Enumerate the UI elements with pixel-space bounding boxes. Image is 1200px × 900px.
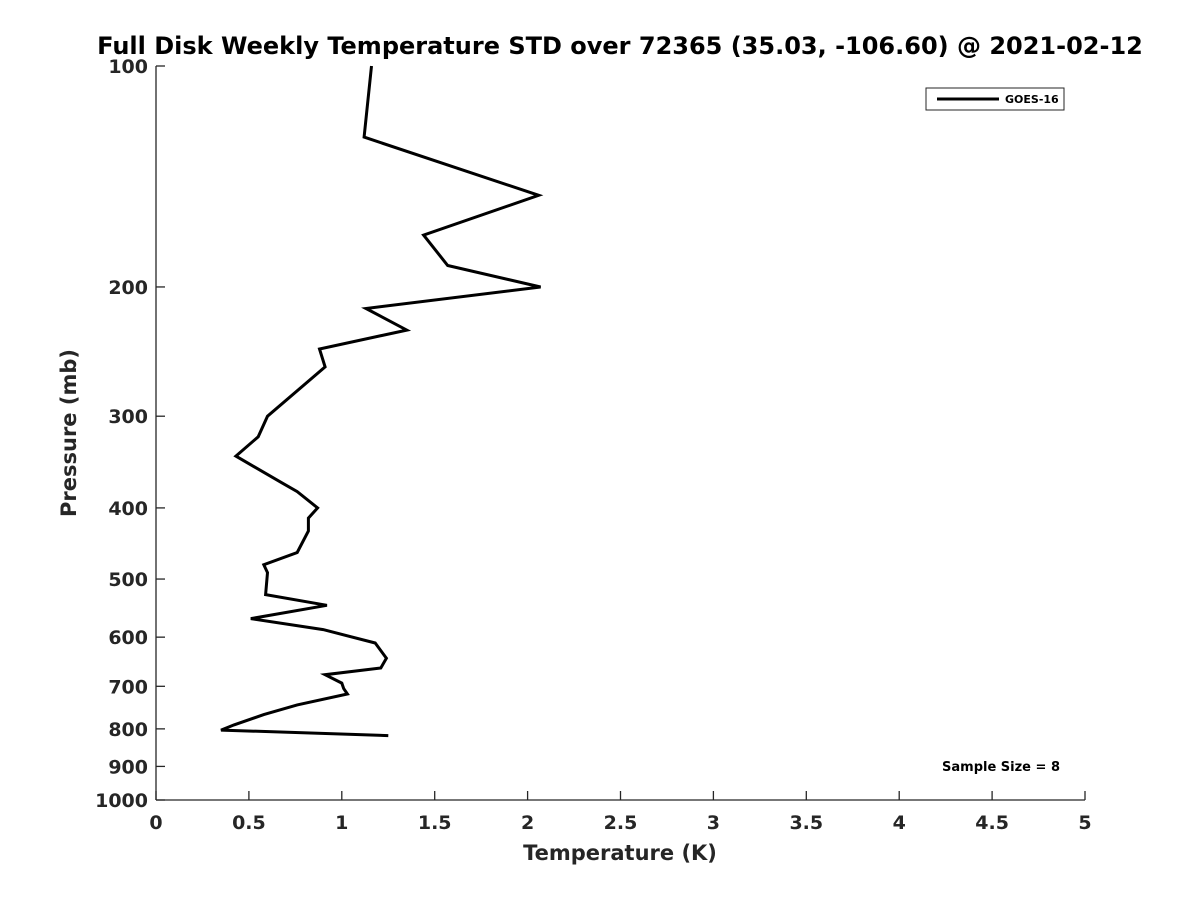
x-tick-label: 5	[1078, 812, 1091, 834]
y-tick-label: 300	[108, 406, 148, 428]
x-tick-label: 1.5	[418, 812, 452, 834]
chart-title: Full Disk Weekly Temperature STD over 72…	[97, 32, 1143, 60]
y-tick-label: 1000	[95, 790, 148, 812]
x-tick-label: 1	[335, 812, 348, 834]
y-tick-label: 700	[108, 676, 148, 698]
y-tick-label: 100	[108, 56, 148, 78]
x-tick-label: 4	[893, 812, 906, 834]
legend-label-goes-16: GOES-16	[1005, 93, 1059, 106]
series-layer	[220, 65, 544, 738]
y-tick-label: 800	[108, 719, 148, 741]
y-tick-label: 900	[108, 756, 148, 778]
x-tick-label: 0.5	[232, 812, 266, 834]
ticks: 0 0.5 1 1.5 2 2.5 3 3.5 4 4.5 5 100 200 300 400 500 600 7…	[95, 56, 1092, 834]
y-axis-label: Pressure (mb)	[57, 349, 81, 517]
sample-size-annotation: Sample Size = 8	[942, 760, 1060, 775]
x-tick-label: 2.5	[604, 812, 638, 834]
y-tick-label: 500	[108, 569, 148, 591]
y-tick-label: 200	[108, 277, 148, 299]
y-tick-label: 400	[108, 498, 148, 520]
x-tick-label: 4.5	[975, 812, 1009, 834]
x-tick-label: 3	[707, 812, 720, 834]
series-line-goes-16	[220, 65, 544, 738]
x-axis-label: Temperature (K)	[523, 841, 717, 865]
x-tick-label: 0	[149, 812, 162, 834]
axes	[155, 66, 1085, 801]
y-tick-label: 600	[108, 627, 148, 649]
legend: GOES-16	[925, 87, 1065, 111]
x-tick-label: 2	[521, 812, 534, 834]
x-tick-label: 3.5	[789, 812, 823, 834]
